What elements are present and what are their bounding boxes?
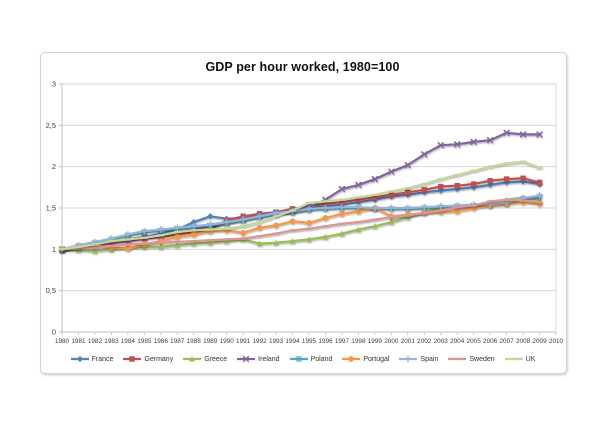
- legend-swatch-greece: [183, 356, 202, 362]
- legend-label-portugal: Portugal: [363, 355, 390, 363]
- legend-swatch-france: [70, 355, 89, 363]
- x-axis-label: 1995: [302, 338, 317, 345]
- x-axis-label: 1999: [368, 338, 383, 345]
- y-axis-label: 0: [52, 328, 56, 337]
- x-axis-label: 1981: [71, 338, 86, 345]
- legend-label-uk: UK: [525, 355, 536, 363]
- x-axis-label: 2007: [499, 338, 514, 345]
- legend-item-portugal: Portugal: [341, 354, 389, 364]
- x-axis-label: 2002: [417, 338, 432, 345]
- x-axis-label: 2004: [450, 338, 465, 345]
- x-axis-label: 1982: [88, 338, 103, 345]
- legend-item-poland: Poland: [289, 354, 333, 364]
- legend-label-greece: Greece: [204, 355, 228, 363]
- y-axis-label: 1: [52, 245, 56, 254]
- x-axis-label: 1983: [104, 338, 119, 345]
- x-axis-label: 2006: [483, 338, 498, 345]
- legend-swatch-germany: [123, 356, 142, 362]
- x-axis-label: 1980: [55, 338, 70, 345]
- legend-item-ireland: Ireland: [236, 354, 280, 364]
- legend-item-uk: UK: [504, 354, 536, 364]
- legend-item-spain: Spain: [398, 354, 438, 364]
- x-axis-label: 1990: [220, 338, 235, 345]
- series-line-uk: [59, 160, 543, 251]
- legend-label-spain: Spain: [420, 355, 439, 363]
- legend-item-greece: Greece: [182, 354, 227, 364]
- legend-label-ireland: Ireland: [258, 355, 280, 363]
- chart-legend: France Germany Greece Ireland Poland Portugal…: [40, 352, 565, 366]
- x-axis-label: 1996: [318, 338, 333, 345]
- x-axis-label: 1986: [154, 338, 169, 345]
- x-axis-label: 1988: [187, 338, 202, 345]
- legend-swatch-portugal: [342, 356, 361, 362]
- y-axis-label: 0,5: [46, 286, 56, 295]
- x-axis-label: 1993: [269, 338, 284, 345]
- x-axis-label: 1997: [335, 338, 350, 345]
- x-axis-label: 2010: [549, 338, 564, 345]
- legend-swatch-sweden: [448, 357, 467, 361]
- x-axis-label: 1994: [285, 338, 300, 345]
- x-axis-label: 1987: [170, 338, 185, 345]
- chart-title: GDP per hour worked, 1980=100: [205, 60, 400, 74]
- legend-item-sweden: Sweden: [447, 354, 495, 364]
- legend-item-germany: Germany: [122, 354, 173, 364]
- chart-frame: [40, 52, 567, 374]
- x-axis-label: 1998: [351, 338, 366, 345]
- y-axis-label: 1,5: [46, 204, 56, 213]
- legend-label-france: France: [91, 355, 114, 363]
- y-axis-label: 3: [52, 80, 56, 89]
- x-axis-label: 2009: [532, 338, 547, 345]
- y-axis-label: 2: [52, 162, 56, 171]
- legend-swatch-uk: [504, 357, 523, 361]
- legend-label-poland: Poland: [310, 355, 333, 363]
- x-axis-label: 2000: [384, 338, 399, 345]
- x-axis-label: 2001: [401, 338, 416, 345]
- x-axis-label: 1992: [252, 338, 267, 345]
- x-axis-label: 1984: [121, 338, 136, 345]
- legend-swatch-spain: [399, 355, 418, 363]
- x-axis-label: 1991: [236, 338, 251, 345]
- y-axis-label: 2,5: [46, 121, 56, 130]
- x-axis-label: 1989: [203, 338, 218, 345]
- legend-label-sweden: Sweden: [469, 355, 495, 363]
- series-line-sweden: [59, 198, 543, 251]
- x-axis-label: 2008: [516, 338, 531, 345]
- legend-swatch-poland: [289, 355, 308, 363]
- x-axis-label: 1985: [137, 338, 152, 345]
- legend-item-france: France: [70, 354, 114, 364]
- x-axis-label: 2005: [467, 338, 482, 345]
- legend-swatch-ireland: [237, 355, 256, 363]
- legend-label-germany: Germany: [144, 355, 174, 363]
- x-axis-label: 2003: [434, 338, 449, 345]
